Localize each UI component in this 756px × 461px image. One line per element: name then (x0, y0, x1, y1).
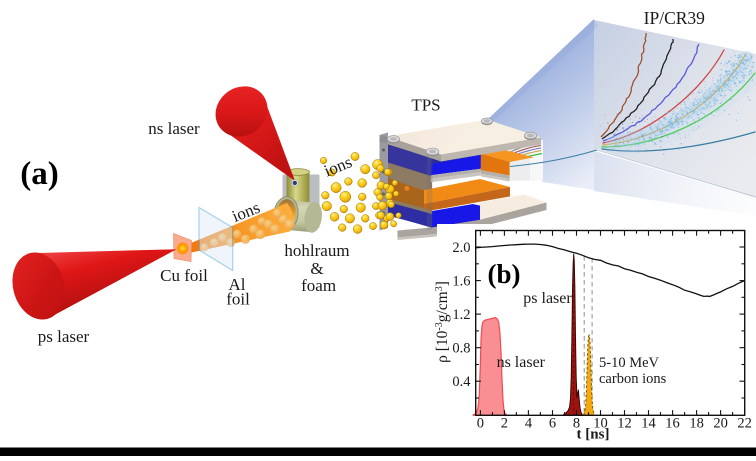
svg-text:ps laser: ps laser (523, 290, 572, 307)
svg-text:t [ns]: t [ns] (577, 427, 610, 443)
svg-text:(a): (a) (20, 156, 58, 192)
svg-text:Cu foil: Cu foil (160, 266, 208, 285)
svg-text:16: 16 (665, 416, 680, 432)
svg-text:Al: Al (229, 275, 246, 294)
svg-text:1.6: 1.6 (452, 273, 470, 289)
svg-text:5-10 MeV: 5-10 MeV (599, 355, 660, 371)
svg-text:4: 4 (525, 416, 533, 432)
svg-text:carbon ions: carbon ions (599, 371, 667, 387)
svg-text:0: 0 (477, 416, 484, 432)
svg-text:ps laser: ps laser (38, 327, 90, 346)
svg-text:8: 8 (573, 416, 580, 432)
svg-text:ns laser: ns laser (497, 354, 546, 371)
svg-text:foil: foil (226, 290, 250, 309)
svg-text:0.4: 0.4 (452, 374, 471, 390)
svg-text:20: 20 (713, 416, 728, 432)
svg-text:IP/CR39: IP/CR39 (644, 8, 706, 28)
svg-text:foam: foam (301, 276, 336, 295)
svg-text:2: 2 (501, 416, 508, 432)
svg-text:18: 18 (689, 416, 704, 432)
svg-text:ns laser: ns laser (148, 119, 200, 138)
svg-text:&: & (310, 259, 323, 278)
svg-text:6: 6 (549, 416, 556, 432)
svg-text:10: 10 (593, 416, 608, 432)
svg-text:(b): (b) (488, 259, 521, 289)
svg-text:1.2: 1.2 (452, 307, 470, 323)
svg-text:22: 22 (737, 416, 752, 432)
svg-text:2.0: 2.0 (452, 240, 470, 256)
svg-text:hohlraum: hohlraum (284, 241, 349, 260)
svg-text:TPS: TPS (411, 96, 440, 115)
svg-text:ρ [10-3g/cm3]: ρ [10-3g/cm3] (434, 281, 451, 363)
svg-text:0.8: 0.8 (452, 340, 470, 356)
svg-text:12: 12 (617, 416, 632, 432)
svg-text:14: 14 (641, 416, 656, 432)
